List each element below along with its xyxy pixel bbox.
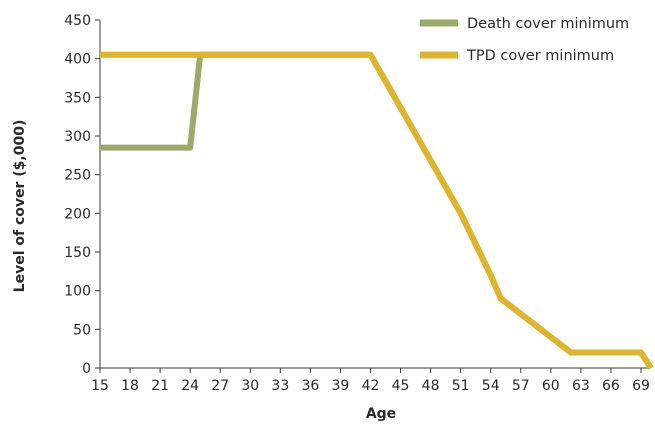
x-tick-label: 54 <box>482 378 500 394</box>
x-tick-label: 48 <box>422 378 440 394</box>
x-tick-label: 66 <box>602 378 620 394</box>
x-tick-label: 63 <box>572 378 590 394</box>
x-tick-label: 51 <box>452 378 470 394</box>
x-tick-label: 18 <box>121 378 139 394</box>
y-tick-label: 100 <box>64 284 91 300</box>
axes: 0 50 100 150 200 250 300 350 400 450 15 18 21 24 27 30 3… <box>64 13 651 394</box>
legend-label-1: Death cover minimum <box>467 16 629 32</box>
series-layer <box>100 51 654 370</box>
y-tick-label: 150 <box>64 245 91 261</box>
y-axis-title: Level of cover ($,000) <box>12 120 28 293</box>
legend-label-2: TPD cover minimum <box>466 48 614 64</box>
series-line-1 <box>100 51 654 370</box>
x-tick-label: 45 <box>392 378 410 394</box>
x-tick-label: 15 <box>91 378 109 394</box>
x-axis-title: Age <box>366 406 396 422</box>
legend: Death cover minimum TPD cover minimum <box>420 16 629 64</box>
x-tick-label: 42 <box>362 378 380 394</box>
x-tick-label: 36 <box>301 378 319 394</box>
y-tick-label: 50 <box>73 322 91 338</box>
x-tick-label: 69 <box>632 378 650 394</box>
series-line-2 <box>100 51 654 370</box>
x-tick-label: 33 <box>271 378 289 394</box>
y-tick-label: 200 <box>64 206 91 222</box>
y-tick-label: 250 <box>64 168 91 184</box>
y-tick-label: 450 <box>64 13 91 29</box>
y-tick-label: 0 <box>82 361 91 377</box>
x-tick-label: 24 <box>181 378 199 394</box>
x-tick-label: 39 <box>332 378 350 394</box>
x-tick-label: 27 <box>211 378 229 394</box>
y-tick-label: 350 <box>64 90 91 106</box>
y-tick-label: 300 <box>64 129 91 145</box>
x-tick-label: 21 <box>151 378 169 394</box>
y-tick-label: 400 <box>64 52 91 68</box>
x-tick-label: 57 <box>512 378 530 394</box>
x-tick-label: 60 <box>542 378 560 394</box>
x-tick-label: 30 <box>241 378 259 394</box>
